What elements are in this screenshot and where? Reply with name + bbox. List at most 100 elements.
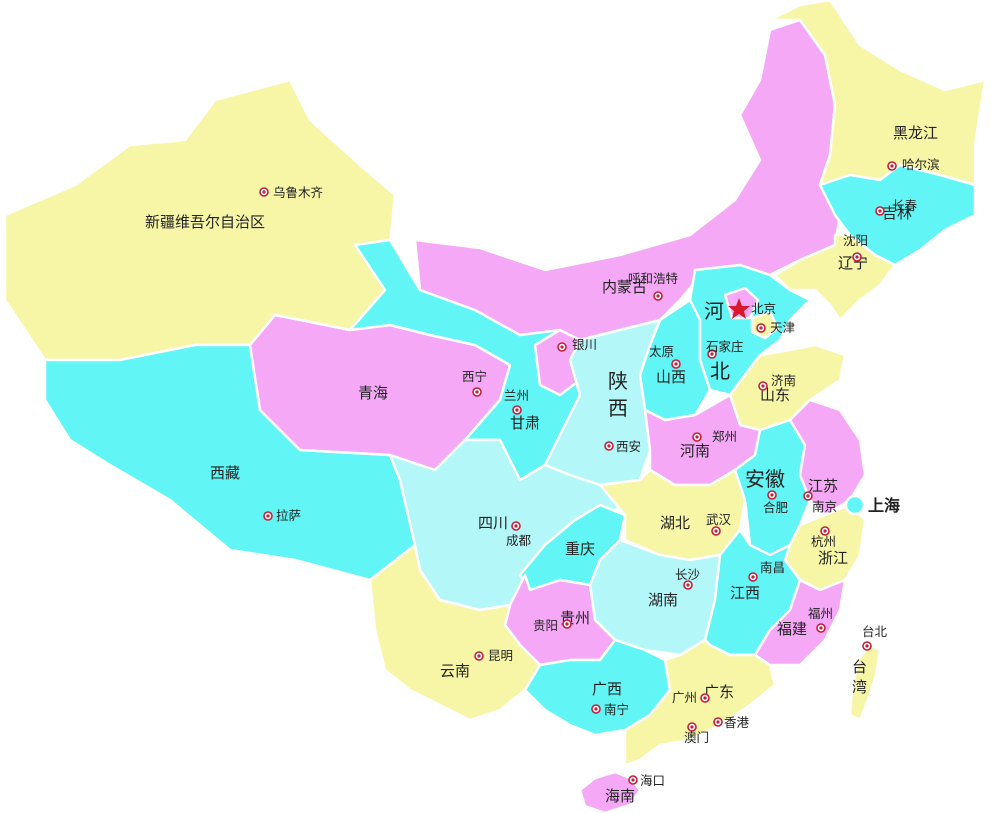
province-guangdong[interactable] <box>623 638 777 767</box>
city-dot-center-shijiazhuang <box>710 352 714 356</box>
label-yunnan: 云南 <box>440 662 470 680</box>
label-xizang: 西藏 <box>210 464 240 482</box>
label-guangxi: 广西 <box>592 680 622 698</box>
label-hebei-2: 北 <box>710 359 730 383</box>
city-dot-center-lhasa <box>266 514 270 518</box>
city-label-guiyang: 贵阳 <box>533 618 558 633</box>
city-label-jinan: 济南 <box>771 373 796 388</box>
label-gansu: 甘肃 <box>510 414 540 432</box>
city-dot-center-fuzhou <box>819 626 823 630</box>
city-markers <box>259 161 897 785</box>
city-dot-center-xining <box>475 390 479 394</box>
city-dot-center-taiyuan <box>674 362 678 366</box>
label-fujian: 福建 <box>777 620 807 638</box>
city-dot-center-changchun <box>878 209 882 213</box>
province-liaoning[interactable] <box>773 233 897 322</box>
city-dot-center-harbin <box>890 164 894 168</box>
city-label-changchun: 长春 <box>892 198 918 213</box>
city-dot-center-hefei <box>770 493 774 497</box>
city-dot-center-aomen <box>690 725 694 729</box>
city-label-nanning: 南宁 <box>604 702 629 717</box>
label-heilongjiang: 黑龙江 <box>893 124 938 142</box>
city-label-taiyuan: 太原 <box>649 344 674 359</box>
city-label-haikou: 海口 <box>640 773 665 788</box>
city-dot-center-chengdu <box>514 524 518 528</box>
city-dot-center-jinan <box>761 384 765 388</box>
province-beijing[interactable] <box>723 286 760 320</box>
city-label-beijing: 北京 <box>751 301 776 316</box>
city-label-taibei: 台北 <box>862 624 888 639</box>
city-label-shijiazhuang: 石家庄 <box>706 339 744 354</box>
label-shandong: 山东 <box>760 386 790 404</box>
city-dot-center-lanzhou <box>515 408 519 412</box>
capital-star-icon <box>728 298 750 319</box>
city-label-wuhan: 武汉 <box>706 512 732 527</box>
label-hubei: 湖北 <box>660 514 690 532</box>
city-dot-center-xianggang <box>716 720 720 724</box>
city-dot-center-nanchang <box>751 575 755 579</box>
city-label-hangzhou: 杭州 <box>811 534 836 549</box>
city-dot-center-guangzhou <box>703 696 707 700</box>
city-label-harbin: 哈尔滨 <box>902 157 940 172</box>
label-neimenggu: 内蒙古 <box>602 278 647 296</box>
city-dot-center-tianjin <box>759 326 763 330</box>
city-label-fuzhou: 福州 <box>808 606 833 621</box>
city-label-lhasa: 拉萨 <box>276 508 301 523</box>
city-label-yinchuan: 银川 <box>572 337 597 352</box>
province-shanghai[interactable] <box>844 494 866 516</box>
city-dot-center-zhengzhou <box>695 435 699 439</box>
city-dot-center-yinchuan <box>560 345 564 349</box>
city-label-huhehaote: 呼和浩特 <box>628 271 678 286</box>
city-label-hefei: 合肥 <box>763 500 789 515</box>
city-label-shenyang: 沈阳 <box>843 233 868 248</box>
city-dot-center-guiyang <box>565 622 569 626</box>
label-qinghai: 青海 <box>358 384 388 402</box>
city-dot-center-huhehaote <box>656 294 660 298</box>
province-taiwan[interactable] <box>848 643 882 722</box>
city-label-aomen: 澳门 <box>684 730 709 745</box>
label-henan: 河南 <box>680 442 710 460</box>
city-dot-center-hangzhou <box>823 529 827 533</box>
province-hubei[interactable] <box>598 468 747 562</box>
label-taiwan-1: 台 <box>852 658 867 676</box>
city-label-xianggang: 香港 <box>724 715 750 730</box>
city-label-nanchang: 南昌 <box>760 560 785 575</box>
label-anhui: 安徽 <box>745 467 785 491</box>
label-hunan: 湖南 <box>648 591 678 609</box>
city-label-lanzhou: 兰州 <box>504 388 529 403</box>
label-jiangsu: 江苏 <box>808 477 838 495</box>
city-dot-center-xian <box>607 444 611 448</box>
label-shanxi: 山西 <box>656 368 686 386</box>
label-shaanxi-1: 陕 <box>608 369 628 393</box>
label-jilin: 吉林 <box>882 204 912 222</box>
label-zhejiang: 浙江 <box>818 549 848 567</box>
city-label-guangzhou: 广州 <box>672 690 697 705</box>
city-label-tianjin: 天津 <box>770 320 795 335</box>
city-dot-center-nanning <box>594 707 598 711</box>
label-guangdong: 广东 <box>704 683 734 701</box>
city-dot-center-urumqi <box>262 190 266 194</box>
label-jiangxi: 江西 <box>730 584 760 602</box>
city-label-xining: 西宁 <box>462 369 487 384</box>
city-label-changsha: 长沙 <box>675 567 701 582</box>
city-dot-center-changsha <box>686 583 690 587</box>
city-dot-center-nanjing <box>806 494 810 498</box>
label-shaanxi-2: 西 <box>608 396 628 420</box>
label-taiwan-2: 湾 <box>852 678 867 696</box>
label-hebei-1: 河 <box>704 299 724 323</box>
label-chongqing: 重庆 <box>565 540 595 558</box>
city-dot-center-taibei <box>865 644 869 648</box>
city-label-kunming: 昆明 <box>488 648 513 663</box>
city-label-xian: 西安 <box>616 439 641 454</box>
label-xinjiang: 新疆维吾尔自治区 <box>145 213 265 231</box>
city-dot-center-haikou <box>631 778 635 782</box>
city-label-urumqi: 乌鲁木齐 <box>273 185 324 200</box>
city-label-chengdu: 成都 <box>506 533 532 548</box>
city-dot-center-shenyang <box>855 255 859 259</box>
label-shanghai: 上海 <box>868 496 900 515</box>
province-hainan[interactable] <box>578 770 642 813</box>
label-hainan: 海南 <box>605 787 635 805</box>
city-label-zhengzhou: 郑州 <box>712 429 737 444</box>
label-sichuan: 四川 <box>478 514 508 532</box>
